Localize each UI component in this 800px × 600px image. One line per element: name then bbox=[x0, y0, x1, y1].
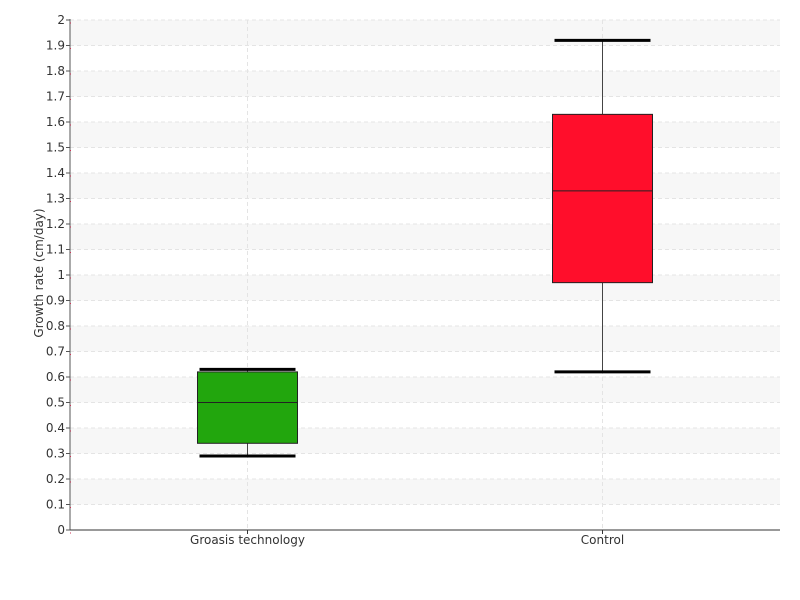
horizontal-gridlines bbox=[70, 19, 780, 505]
y-tick-label: 1.2 bbox=[46, 217, 65, 231]
y-tick-label: 0.5 bbox=[46, 396, 65, 410]
y-tick-label: 1.1 bbox=[46, 243, 65, 257]
x-axis-labels: Groasis technology Control bbox=[190, 530, 624, 547]
y-tick-label: 1.9 bbox=[46, 39, 65, 53]
y-tick-label: 1.5 bbox=[46, 141, 65, 155]
y-tick-label: 1.7 bbox=[46, 90, 65, 104]
y-tick-label: 0.9 bbox=[46, 294, 65, 308]
box-2 bbox=[552, 38, 653, 374]
grid-band bbox=[70, 20, 780, 46]
y-tick-label: 0.6 bbox=[46, 370, 65, 384]
y-tick-label: 0.4 bbox=[46, 421, 65, 435]
y-tick-label: 0.2 bbox=[46, 472, 65, 486]
grid-band bbox=[70, 479, 780, 505]
boxes bbox=[197, 38, 653, 458]
grid-bands bbox=[70, 20, 780, 505]
grid-band bbox=[70, 122, 780, 148]
y-tick-label: 1.3 bbox=[46, 192, 65, 206]
x-category-label: Groasis technology bbox=[190, 533, 305, 547]
grid-band bbox=[70, 224, 780, 250]
y-tick-label: 0 bbox=[57, 523, 65, 537]
box-body bbox=[552, 113, 653, 284]
y-tick-label: 0.8 bbox=[46, 319, 65, 333]
y-tick-label: 1.4 bbox=[46, 166, 65, 180]
grid-band bbox=[70, 428, 780, 454]
y-tick-label: 0.3 bbox=[46, 447, 65, 461]
grid-band bbox=[70, 377, 780, 403]
box-body bbox=[197, 371, 298, 444]
y-tick-label: 1.8 bbox=[46, 64, 65, 78]
y-tick-label: 1 bbox=[57, 268, 65, 282]
grid-band bbox=[70, 71, 780, 97]
y-axis-ticks: 0 0.1 0.2 0.3 0.4 0.5 0.6 0.7 0.8 0.9 1 1.1 1.2 1.3 1.… bbox=[46, 13, 71, 537]
y-tick-label: 1.6 bbox=[46, 115, 65, 129]
y-tick-label: 0.7 bbox=[46, 345, 65, 359]
grid-band bbox=[70, 275, 780, 301]
y-tick-label: 0.1 bbox=[46, 498, 65, 512]
grid-band bbox=[70, 326, 780, 352]
y-tick-label: 2 bbox=[57, 13, 65, 27]
y-axis-title: Growth rate (cm/day) bbox=[32, 208, 46, 337]
box-1 bbox=[197, 367, 298, 458]
x-category-label: Control bbox=[581, 533, 624, 547]
grid-band bbox=[70, 173, 780, 199]
